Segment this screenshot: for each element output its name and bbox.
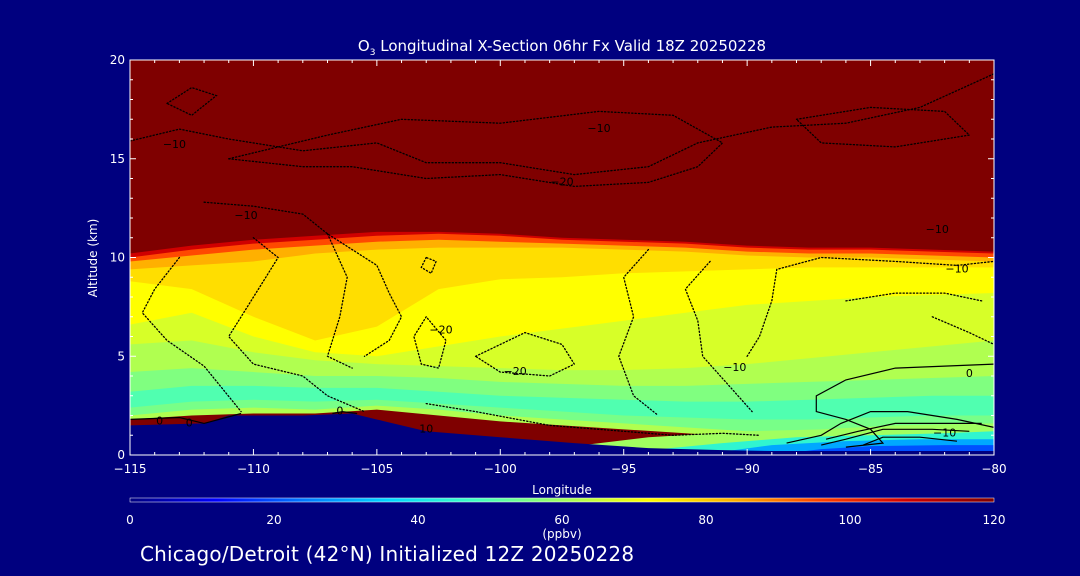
- contour-label: −10: [926, 223, 949, 236]
- colorbar-unit: (ppbv): [542, 527, 581, 541]
- contour-label: 0: [156, 414, 163, 427]
- colorbar-tick-label: 20: [266, 513, 281, 527]
- contour-label: 0: [966, 367, 973, 380]
- contour-line-solid: [825, 422, 982, 440]
- y-axis: 0 5 10 15 20: [110, 53, 994, 462]
- footer-location-text: Chicago/Detroit (42°N) Initialized 12Z 2…: [140, 542, 635, 566]
- contour-label: −10: [723, 361, 746, 374]
- contour-line-dotted: [141, 256, 242, 413]
- y-tick-label: 20: [110, 53, 125, 67]
- contour-label: −10: [945, 262, 968, 275]
- x-tick-label: −100: [484, 462, 517, 476]
- y-tick-label: 10: [110, 251, 125, 265]
- contour-line-solid: [786, 411, 994, 444]
- x-tick-label: −90: [734, 462, 759, 476]
- contour-line-dotted: [845, 292, 983, 302]
- contour-line-dotted: [931, 316, 994, 346]
- x-tick-label: −115: [114, 462, 147, 476]
- x-tick-label: −110: [237, 462, 270, 476]
- contour-line-dotted: [130, 73, 994, 176]
- plot-area: −10 −10 −20 −10 −10 −10 −20 −20 −10 0 −10 0 0 0 10: [130, 60, 994, 455]
- colorbar-tick-label: 40: [410, 513, 425, 527]
- ozone-band: [130, 60, 994, 254]
- contour-label: −10: [587, 122, 610, 135]
- contour-line-solid: [821, 428, 970, 446]
- contour-line-dotted: [326, 233, 353, 369]
- contour-line-dotted: [474, 331, 576, 377]
- colorbar-tick-label: 0: [126, 513, 134, 527]
- contour-line-dotted: [420, 256, 437, 275]
- contour-label: −10: [234, 209, 257, 222]
- x-axis: −115 −110 −105 −100 −95 −90 −85 −80: [114, 60, 1007, 476]
- colorbar-tick-label: 120: [983, 513, 1006, 527]
- contour-line-dotted: [618, 248, 659, 417]
- contour-label: −20: [503, 365, 526, 378]
- contour-line-dotted: [413, 316, 447, 369]
- contour-line-dotted: [166, 86, 218, 117]
- contour-label: 10: [419, 422, 433, 435]
- contour-line-dotted: [203, 201, 403, 357]
- colorbar-tick-label: 100: [839, 513, 862, 527]
- contour-line-dotted: [795, 106, 971, 148]
- y-axis-label: Altitude (km): [86, 219, 100, 298]
- y-tick-label: 5: [117, 349, 125, 363]
- y-tick-label: 0: [117, 448, 125, 462]
- colorbar-ticks: 0 20 40 60 80 100 120: [126, 513, 1005, 527]
- contour-label: 0: [186, 416, 193, 429]
- colorbar: [129, 497, 995, 503]
- contour-label: −10: [933, 426, 956, 439]
- x-axis-label: Longitude: [532, 483, 592, 497]
- colorbar-tick-label: 80: [698, 513, 713, 527]
- contour-label: −20: [550, 175, 573, 188]
- ozone-field: [130, 60, 994, 440]
- x-tick-label: −105: [360, 462, 393, 476]
- contour-lines: [130, 73, 994, 448]
- x-tick-label: −85: [858, 462, 883, 476]
- colorbar-tick-label: 60: [554, 513, 569, 527]
- contour-line-dotted: [684, 260, 753, 413]
- contour-line-solid: [815, 363, 994, 448]
- contour-line-dotted: [228, 110, 724, 188]
- contour-line-solid: [862, 436, 958, 446]
- contour-labels: −10 −10 −20 −10 −10 −10 −20 −20 −10 0 −10 0 0 0 10: [156, 122, 973, 439]
- contour-line-solid: [130, 412, 242, 425]
- x-tick-label: −80: [981, 462, 1006, 476]
- contour-label: −10: [163, 138, 186, 151]
- terrain-mask: [130, 413, 994, 455]
- contour-line-dotted: [425, 402, 761, 436]
- y-tick-label: 15: [110, 152, 125, 166]
- contour-label: 0: [336, 405, 343, 418]
- x-tick-label: −95: [611, 462, 636, 476]
- contour-label: −20: [429, 324, 452, 337]
- contour-line-dotted: [746, 256, 994, 357]
- chart-title: O3 Longitudinal X-Section 06hr Fx Valid …: [358, 37, 766, 58]
- contour-line-solid: [332, 410, 358, 415]
